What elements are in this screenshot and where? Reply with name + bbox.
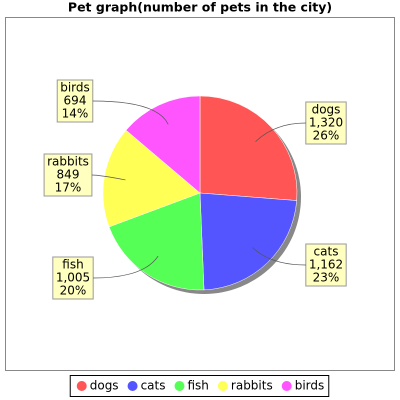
pie-slice [108, 192, 205, 291]
legend-label: rabbits [231, 379, 273, 393]
pie-slice [199, 192, 297, 291]
legend-box [69, 375, 330, 397]
label-link [91, 174, 126, 181]
chart-title: Pet graph(number of pets in the city) [68, 0, 332, 15]
label-percent: 17% [55, 181, 82, 195]
legend-label: birds [295, 379, 325, 393]
legend-marker [217, 381, 228, 391]
label-box [52, 256, 94, 300]
label-value: 694 [64, 94, 87, 108]
label-value: 849 [57, 168, 80, 182]
pie-slice [125, 95, 201, 194]
legend-marker [76, 381, 87, 391]
label-value: 1,162 [309, 258, 343, 272]
label-name: rabbits [47, 155, 89, 169]
label-name: cats [314, 245, 339, 259]
legend-marker [174, 381, 185, 391]
label-value: 1,320 [309, 116, 343, 130]
label-value: 1,005 [56, 271, 90, 285]
label-name: dogs [312, 103, 341, 117]
legend-label: fish [187, 379, 208, 393]
label-link [92, 100, 169, 125]
legend: dogs cats fish rabbits birds [69, 375, 330, 397]
label-link [252, 247, 306, 266]
label-name: fish [62, 258, 83, 272]
label-percent: 23% [313, 271, 340, 285]
legend-marker [127, 381, 138, 391]
legend-marker [281, 381, 292, 391]
legend-label: dogs [90, 379, 119, 393]
label-box [43, 153, 93, 197]
legend-label: cats [141, 379, 166, 393]
pie-slice [199, 95, 298, 201]
label-box [305, 243, 347, 287]
label-percent: 14% [62, 107, 89, 121]
label-link [93, 255, 159, 279]
label-percent: 26% [313, 129, 340, 143]
label-name: birds [60, 81, 90, 95]
label-link [255, 122, 306, 142]
label-percent: 20% [60, 284, 87, 298]
